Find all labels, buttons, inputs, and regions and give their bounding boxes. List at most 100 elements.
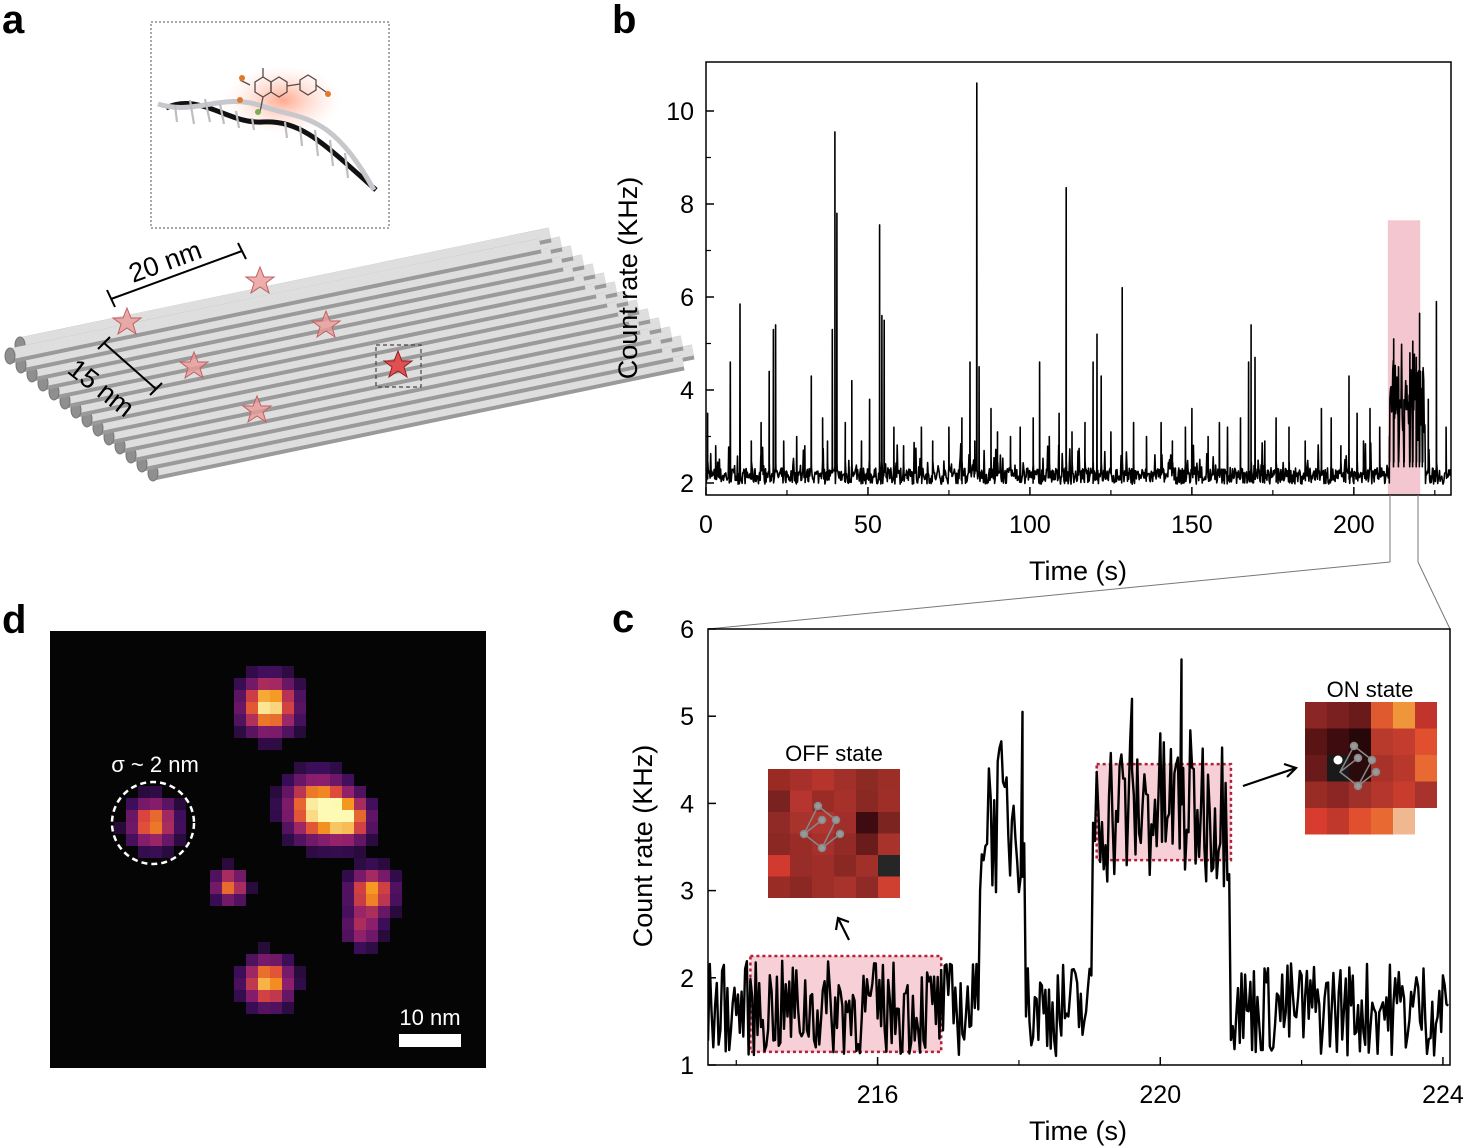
spot-pixel	[366, 894, 378, 906]
spot-pixel	[354, 786, 366, 798]
spot-pixel	[234, 678, 246, 690]
spot-pixel	[390, 894, 402, 906]
panel-letter-c: c	[612, 597, 634, 641]
spot-pixel	[378, 870, 390, 882]
spot-pixel	[318, 774, 330, 786]
x-tick-label: 100	[1009, 511, 1051, 539]
heatmap-pixel	[834, 790, 856, 812]
spot-pixel	[282, 1002, 294, 1014]
rod-highlight	[85, 301, 619, 423]
spot-pixel	[342, 786, 354, 798]
rod-highlight	[107, 319, 641, 441]
spot-pixel	[270, 798, 282, 810]
spot-pixel	[294, 726, 306, 738]
spot-pixel	[282, 726, 294, 738]
heatmap-pixel	[1327, 702, 1349, 729]
spot-pixel	[330, 762, 342, 774]
spot-pixel	[366, 870, 378, 882]
spot-pixel	[306, 798, 318, 810]
spot-pixel	[210, 882, 222, 894]
heatmap-pixel	[1305, 728, 1327, 755]
spot-pixel	[378, 882, 390, 894]
scale-bar-label: 10 nm	[399, 1005, 460, 1030]
spot-pixel	[234, 966, 246, 978]
spot-pixel	[222, 894, 234, 906]
spot-pixel	[282, 666, 294, 678]
spot-pixel	[282, 786, 294, 798]
rod-highlight	[140, 346, 674, 468]
heatmap-pixel	[790, 876, 812, 898]
spot-pixel	[282, 990, 294, 1002]
spot-pixel	[234, 714, 246, 726]
heatmap-pixel	[768, 769, 790, 791]
count-rate-trace	[706, 82, 1451, 485]
spot-pixel	[294, 774, 306, 786]
off-state-inset: OFF state	[768, 741, 900, 941]
y-axis-label-zoom: Count rate (KHz)	[628, 745, 658, 948]
spot-pixel	[258, 738, 270, 750]
spot-pixel	[342, 774, 354, 786]
spot-pixel	[138, 822, 150, 834]
spot-pixel	[366, 810, 378, 822]
star-icon	[178, 350, 210, 380]
spot-pixel	[354, 930, 366, 942]
spot-pixel	[354, 858, 366, 870]
spot-pixel	[246, 966, 258, 978]
spot-pixel	[174, 798, 186, 810]
rod-end	[4, 347, 16, 365]
spot-pixel	[270, 738, 282, 750]
spot-pixel	[330, 798, 342, 810]
spot-pixel	[258, 714, 270, 726]
dye-molecule-icon	[237, 68, 331, 115]
spot-pixel	[282, 810, 294, 822]
spot-pixel	[138, 810, 150, 822]
x-tick-label: 50	[854, 511, 882, 539]
spot-pixel	[294, 714, 306, 726]
spot-pixel	[306, 822, 318, 834]
heatmap-pixel	[856, 812, 878, 834]
lattice-icon	[799, 801, 845, 853]
y-tick-label: 2	[680, 965, 694, 993]
spot-pixel	[366, 822, 378, 834]
heatmap-pixel	[790, 833, 812, 855]
on-state-heatmap	[1305, 702, 1437, 835]
spot-pixel	[258, 954, 270, 966]
spot-pixel	[282, 978, 294, 990]
heatmap-pixel	[768, 833, 790, 855]
spot-pixel	[234, 726, 246, 738]
axis-ticks-zoom	[708, 628, 1444, 1066]
spot-pixel	[318, 798, 330, 810]
y-tick-label: 5	[680, 703, 694, 731]
spot-pixel	[246, 726, 258, 738]
spot-pixel	[162, 822, 174, 834]
spot-pixel	[126, 822, 138, 834]
y-tick-label: 6	[680, 616, 694, 644]
spot-pixel	[318, 846, 330, 858]
heatmap-pixel	[1327, 728, 1349, 755]
off-state-heatmap	[768, 769, 900, 898]
spot-pixel	[270, 786, 282, 798]
spot-pixel	[162, 846, 174, 858]
spot-pixel	[138, 798, 150, 810]
heatmap-pixel	[1305, 808, 1327, 835]
x-tick-label: 0	[699, 511, 713, 539]
spot-pixel	[174, 822, 186, 834]
panel-d: d σ ~ 2 nm 10 nm	[2, 598, 486, 1068]
spot-pixel	[234, 882, 246, 894]
spot-pixel	[342, 846, 354, 858]
spot-pixel	[318, 834, 330, 846]
x-tick-label: 224	[1422, 1081, 1464, 1109]
rod-highlight	[118, 328, 652, 450]
heatmap-pixel	[1327, 808, 1349, 835]
spot-pixel	[378, 894, 390, 906]
spot-pixel	[270, 702, 282, 714]
on-state-inset: ON state	[1242, 677, 1437, 835]
heatmap-pixel	[790, 790, 812, 812]
heatmap-pixel	[1393, 755, 1415, 782]
x-tick-label: 216	[857, 1081, 899, 1109]
spot-pixel	[222, 882, 234, 894]
heatmap-pixel	[878, 855, 900, 877]
x-tick-label: 220	[1139, 1081, 1181, 1109]
spot-pixel	[114, 822, 126, 834]
